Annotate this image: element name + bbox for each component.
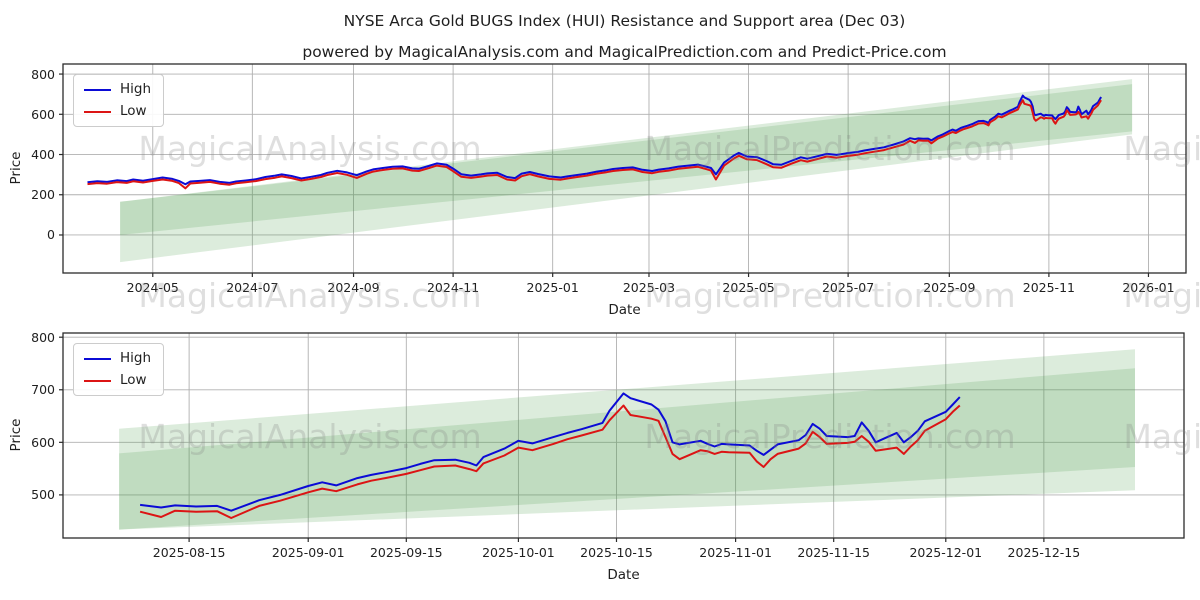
x-tick-label: 2024-05 bbox=[126, 280, 179, 295]
axes-spines bbox=[62, 63, 1187, 274]
x-tick-label: 2025-10-15 bbox=[580, 545, 653, 560]
x-tick-label: 2025-09 bbox=[923, 280, 976, 295]
legend: High Low bbox=[73, 343, 165, 396]
x-tick-label: 2025-12-15 bbox=[1007, 545, 1081, 560]
legend: High Low bbox=[73, 74, 165, 127]
legend-label: High bbox=[120, 81, 152, 97]
legend-item-low: Low bbox=[84, 373, 151, 388]
y-tick-label: 400 bbox=[31, 147, 55, 163]
legend-label: High bbox=[120, 350, 152, 366]
x-tick-label: 2024-09 bbox=[327, 280, 380, 295]
x-tick-label: 2025-03 bbox=[622, 280, 676, 295]
y-tick-label: 200 bbox=[31, 187, 55, 203]
figure-title: NYSE Arca Gold BUGS Index (HUI) Resistan… bbox=[343, 12, 906, 30]
x-tick-label: 2025-09-01 bbox=[271, 545, 345, 560]
high-line bbox=[139, 392, 961, 512]
y-tick-label: 800 bbox=[31, 66, 55, 82]
y-tick-label: 800 bbox=[31, 329, 55, 345]
x-tick-label: 2025-05 bbox=[722, 280, 775, 295]
x-tick-label: 2025-11-01 bbox=[699, 545, 772, 560]
high-line-sample bbox=[84, 357, 111, 360]
x-tick-label: 2025-12-01 bbox=[909, 545, 983, 560]
x-axis-label: Date bbox=[608, 302, 641, 318]
high-line-sample bbox=[84, 88, 111, 91]
legend-item-low: Low bbox=[84, 104, 151, 119]
legend-item-high: High bbox=[84, 82, 151, 97]
y-tick-label: 0 bbox=[47, 227, 55, 243]
x-tick-label: 2024-07 bbox=[226, 280, 279, 295]
legend-item-high: High bbox=[84, 351, 151, 366]
x-tick-label: 2025-07 bbox=[821, 280, 875, 295]
support-resistance-band-inner bbox=[120, 84, 1133, 235]
figure-subtitle: powered by MagicalAnalysis.com and Magic… bbox=[302, 43, 947, 61]
x-tick-label: 2025-09-15 bbox=[369, 545, 443, 560]
axes-spines bbox=[62, 332, 1185, 539]
support-resistance-band-inner bbox=[119, 368, 1136, 530]
y-tick-label: 700 bbox=[31, 382, 55, 398]
y-tick-label: 500 bbox=[31, 487, 55, 503]
x-tick-label: 2025-01 bbox=[526, 280, 579, 295]
x-tick-label: 2024-11 bbox=[426, 280, 480, 295]
low-line-sample bbox=[84, 110, 111, 113]
low-line bbox=[87, 99, 1102, 190]
y-tick-label: 600 bbox=[31, 434, 55, 450]
low-line-sample bbox=[84, 379, 111, 382]
x-tick-label: 2025-11 bbox=[1022, 280, 1075, 295]
y-tick-label: 600 bbox=[31, 106, 55, 122]
x-tick-label: 2026-01 bbox=[1122, 280, 1175, 295]
x-axis-label: Date bbox=[607, 567, 640, 583]
x-tick-label: 2025-11-15 bbox=[797, 545, 871, 560]
low-line bbox=[139, 404, 961, 519]
legend-label: Low bbox=[120, 103, 147, 119]
x-tick-label: 2025-08-15 bbox=[152, 545, 226, 560]
y-axis-label: Price bbox=[8, 418, 24, 451]
high-line bbox=[87, 94, 1102, 186]
support-resistance-band-outer bbox=[119, 349, 1136, 530]
legend-label: Low bbox=[120, 372, 147, 388]
x-tick-label: 2025-10-01 bbox=[482, 545, 555, 560]
